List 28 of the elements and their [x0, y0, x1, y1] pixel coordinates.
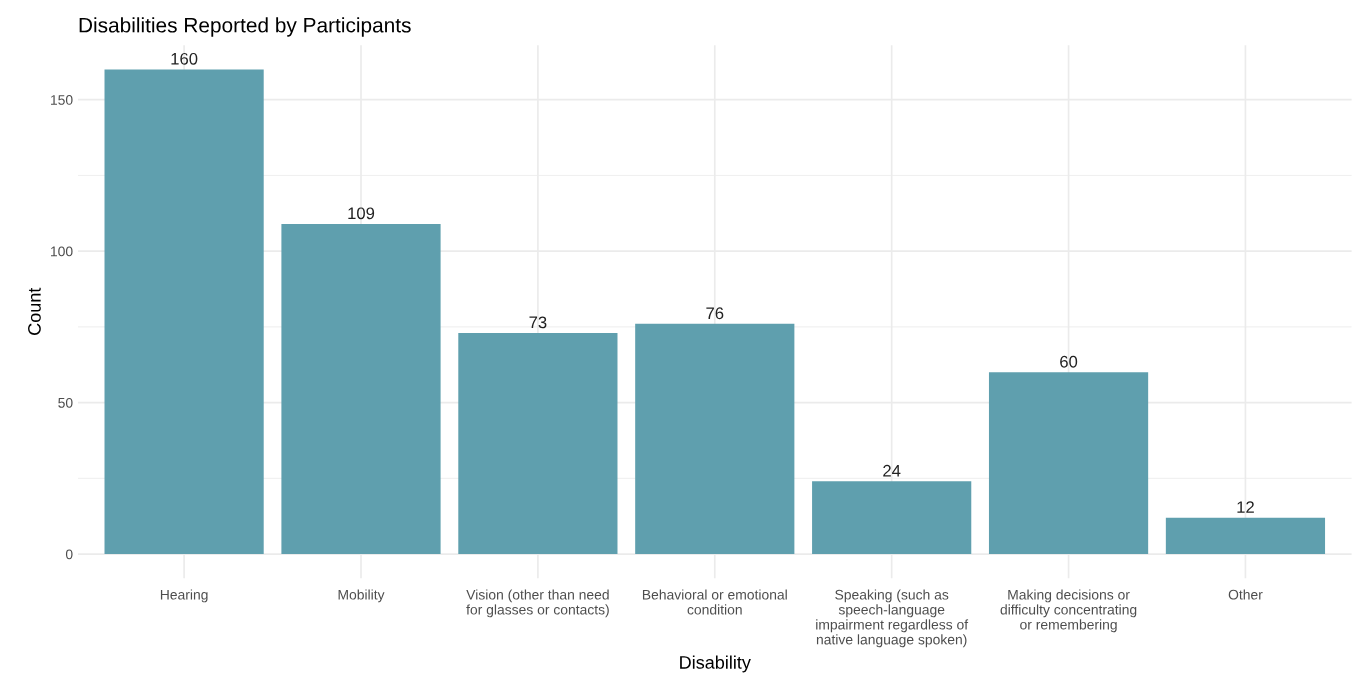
data-label: 12 — [1237, 501, 1254, 513]
data-label: 60 — [1060, 355, 1078, 368]
bar — [281, 223, 441, 555]
bar — [458, 332, 618, 555]
data-label: 76 — [706, 307, 724, 320]
data-label: 109 — [348, 207, 375, 220]
x-tick-label: Mobility — [338, 589, 385, 603]
y-tick-label: 0 — [65, 549, 73, 560]
bar — [635, 323, 795, 555]
chart-title: Disabilities Reported by Participants — [79, 17, 411, 37]
data-label: 160 — [171, 52, 198, 65]
bar — [104, 69, 264, 555]
y-tick-label: 50 — [58, 397, 73, 408]
bar — [1165, 517, 1326, 555]
x-tick-label: Behavioral or emotional condition — [642, 589, 787, 615]
x-tick-label: Other — [1228, 589, 1263, 600]
x-tick-label: Making decisions or difficulty concentrating or remembering — [1000, 589, 1137, 633]
y-tick-label: 150 — [51, 95, 73, 105]
y-axis-title: Count — [28, 287, 41, 335]
x-tick-label: Vision (other than need for glasses or contacts) — [466, 589, 609, 618]
bar — [988, 372, 1149, 555]
bar — [812, 481, 972, 555]
x-tick-label: Speaking (such as speech-language impairment regardless of native language spoken) — [816, 589, 969, 648]
y-tick-label: 100 — [51, 246, 73, 257]
data-label: 73 — [529, 316, 547, 329]
data-label: 24 — [883, 464, 901, 477]
x-axis-title: Disability — [680, 655, 751, 673]
x-tick-label: Hearing — [160, 589, 208, 603]
